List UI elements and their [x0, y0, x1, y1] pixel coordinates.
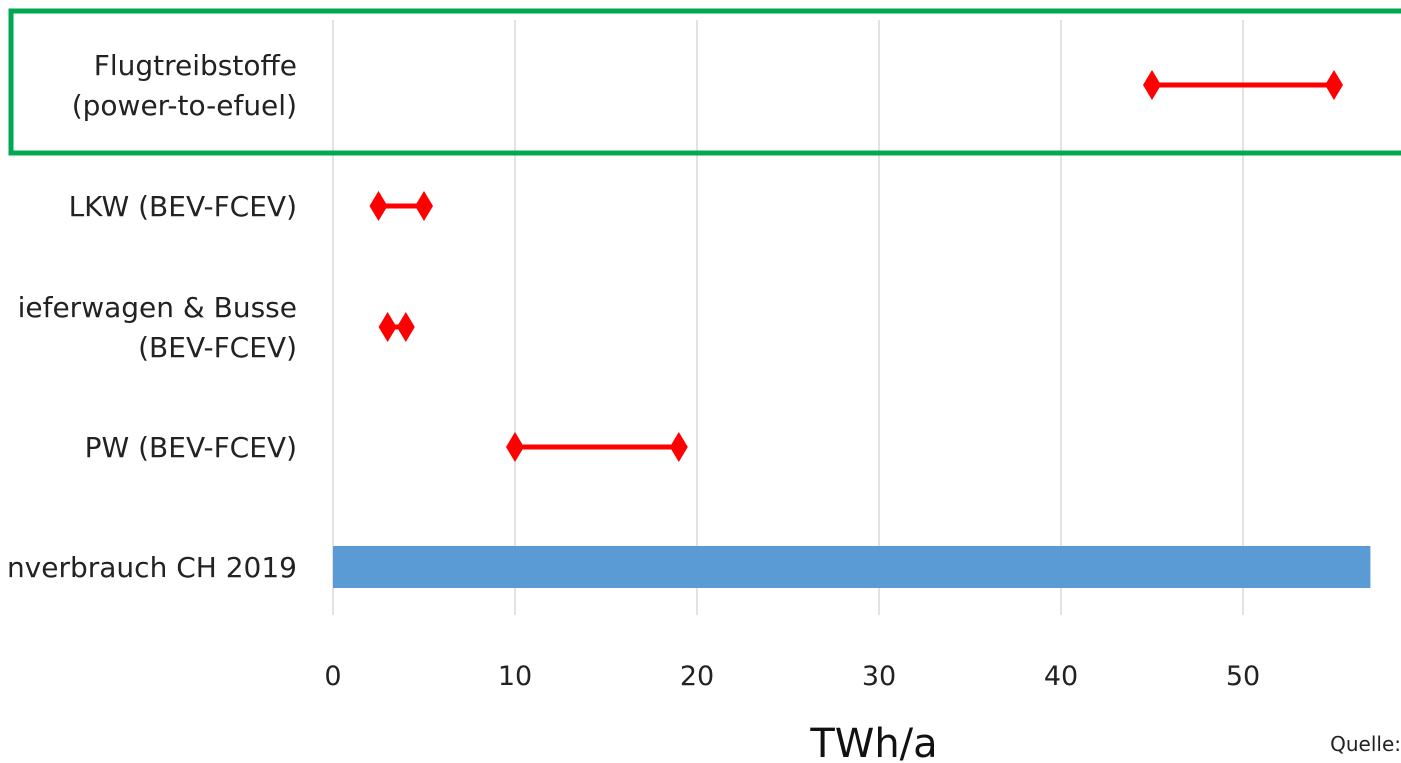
x-tick-label-20: 20: [680, 661, 714, 692]
x-tick-label-0: 0: [324, 661, 341, 692]
x-tick-label-40: 40: [1044, 661, 1078, 692]
bar-4: [333, 546, 1371, 588]
x-tick-label-50: 50: [1226, 661, 1260, 692]
category-labels: Flugtreibstoffe (power-to-efuel) LKW (BEV-…: [7, 49, 297, 584]
range-max-marker-3: [669, 432, 688, 462]
gridlines: [332, 20, 1244, 615]
category-label-0-line-0: Flugtreibstoffe: [94, 49, 297, 82]
data-marks: [333, 70, 1371, 588]
category-label-1-line-0: LKW (BEV-FCEV): [69, 190, 297, 223]
range-max-marker-0: [1325, 70, 1343, 100]
range-min-marker-2: [378, 312, 397, 342]
range-min-marker-0: [1143, 70, 1161, 100]
x-axis-ticks: 0 10 20 30 40 50: [324, 661, 1260, 692]
range-min-marker-1: [369, 191, 388, 221]
source-label: Quelle:: [1330, 732, 1401, 756]
range-max-marker-2: [396, 312, 415, 342]
category-label-2-line-0: ieferwagen & Busse: [18, 291, 297, 324]
x-tick-label-10: 10: [498, 661, 532, 692]
x-tick-label-30: 30: [862, 661, 896, 692]
category-label-2-line-1: (BEV-FCEV): [138, 331, 297, 364]
range-max-marker-1: [415, 191, 433, 221]
category-label-4-line-0: nverbrauch CH 2019: [7, 551, 297, 584]
highlight-box: [8, 8, 1401, 156]
category-label-3-line-0: PW (BEV-FCEV): [85, 431, 297, 464]
category-label-0-line-1: (power-to-efuel): [72, 89, 297, 122]
x-axis-title: TWh/a: [809, 721, 937, 763]
range-min-marker-3: [506, 432, 524, 462]
